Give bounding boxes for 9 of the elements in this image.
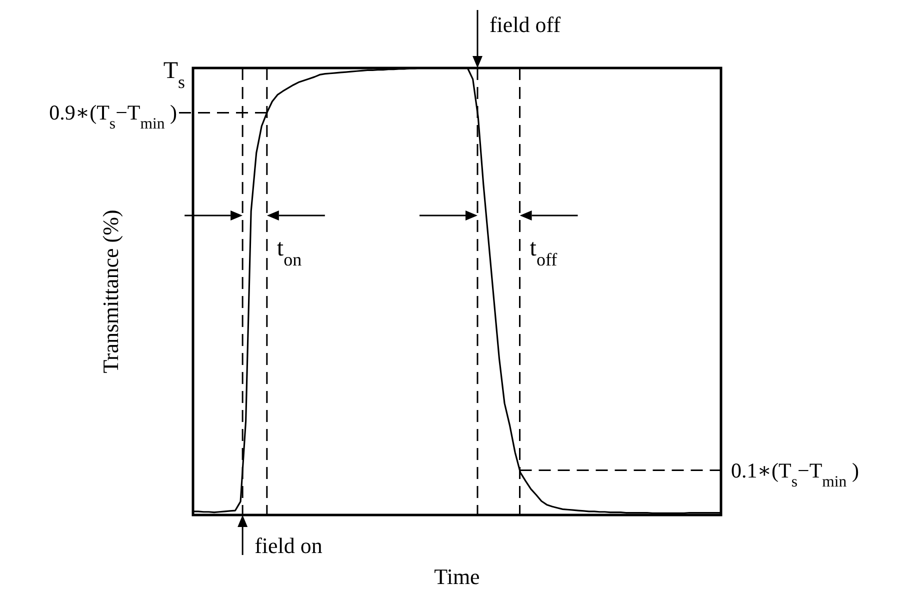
y-axis-title: Transmittance (%) [98,210,123,374]
x-axis-title: Time [434,564,480,589]
ref-line-label: 0.9∗(T$_{s}$−T$_{min}$ ) [49,100,177,132]
annotation: t$_{off}$ [530,236,558,270]
text: field off [490,12,562,37]
text: field on [254,533,322,558]
text: T$_{s}$ [163,58,185,92]
annotation: t$_{on}$ [276,236,302,270]
ref-line-label: 0.1∗(T$_{s}$−T$_{min}$ ) [731,458,859,490]
